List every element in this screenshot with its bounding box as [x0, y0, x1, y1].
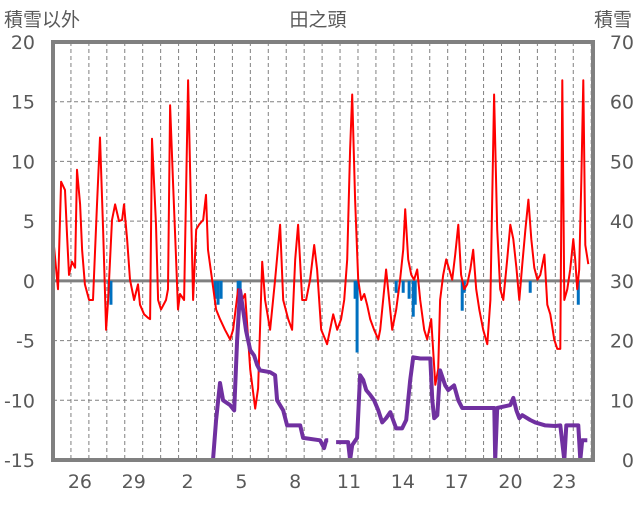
- right-tick-label: 40: [610, 211, 634, 233]
- left-tick-label: -5: [16, 331, 35, 353]
- left-tick-label: 10: [11, 151, 35, 173]
- precipitation-bar: [407, 280, 411, 299]
- precipitation-bar: [394, 280, 398, 293]
- right-tick-label: 70: [610, 32, 634, 54]
- x-tick-label: 14: [391, 471, 415, 493]
- right-tick-label: 60: [610, 92, 634, 114]
- series-lines: [53, 79, 590, 462]
- precipitation-bar: [413, 280, 417, 305]
- right-tick-label: 0: [622, 450, 634, 472]
- right-tick-label: 10: [610, 390, 634, 412]
- left-tick-label: 20: [11, 32, 35, 54]
- right-tick-label: 30: [610, 271, 634, 293]
- snow_depth-line: [336, 355, 588, 462]
- gridlines: [53, 42, 593, 460]
- x-tick-label: 11: [337, 471, 361, 493]
- precipitation-bar: [353, 280, 357, 299]
- snow_depth-line: [53, 288, 329, 462]
- precipitation-bar: [401, 280, 405, 293]
- precipitation-bar: [528, 280, 532, 293]
- x-tick-label: 2: [182, 471, 194, 493]
- axes: -15 -10 -5 0 5 10 15 20 0 10 20 30 40 50 60 70 26 29 2 5 8 11…: [4, 32, 634, 493]
- right-axis-label: 積雪: [594, 9, 632, 31]
- x-tick-label: 23: [552, 471, 576, 493]
- left-tick-label: -15: [4, 450, 35, 472]
- left-tick-label: -10: [4, 390, 35, 412]
- right-tick-label: 50: [610, 151, 634, 173]
- precipitation-bar: [216, 280, 220, 305]
- precipitation-bar: [213, 280, 217, 299]
- precipitation-bar: [411, 280, 415, 317]
- x-tick-label: 17: [445, 471, 469, 493]
- precipitation-bar: [460, 280, 464, 311]
- precipitation-bar: [219, 280, 223, 299]
- left-axis-label: 積雪以外: [4, 9, 80, 31]
- precipitation-bar: [576, 280, 580, 305]
- x-tick-label: 20: [498, 471, 522, 493]
- x-tick-label: 26: [68, 471, 92, 493]
- temperature-line: [53, 79, 590, 410]
- precipitation-bar: [355, 280, 359, 353]
- x-tick-label: 5: [235, 471, 247, 493]
- left-tick-label: 5: [23, 211, 35, 233]
- chart-title: 田之頭: [289, 9, 346, 31]
- left-tick-label: 15: [11, 92, 35, 114]
- plot-frame: [51, 40, 595, 462]
- precipitation-bar: [109, 280, 113, 305]
- x-tick-label: 8: [289, 471, 301, 493]
- left-tick-label: 0: [23, 271, 35, 293]
- right-tick-label: 20: [610, 331, 634, 353]
- x-tick-label: 29: [122, 471, 146, 493]
